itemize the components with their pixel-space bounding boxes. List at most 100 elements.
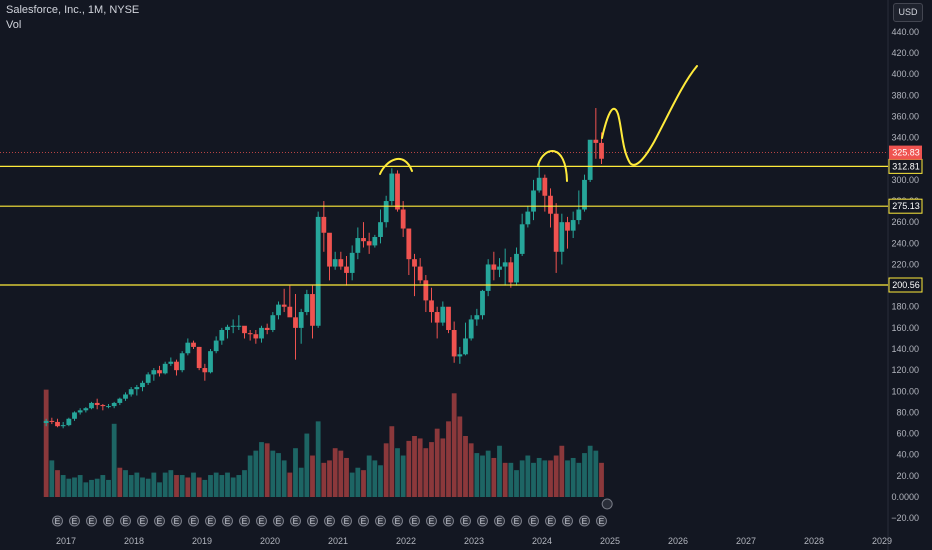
candle (548, 195, 553, 214)
freehand-drawing[interactable] (601, 65, 698, 166)
candle (151, 370, 157, 375)
volume-bar (253, 450, 259, 497)
earnings-icon-letter: E (412, 516, 418, 526)
volume-bar (185, 477, 191, 497)
x-tick-label: 2021 (328, 536, 348, 546)
y-tick-label: 80.00 (896, 407, 919, 417)
x-tick-label: 2017 (56, 536, 76, 546)
volume-bar (457, 416, 463, 497)
candle (298, 312, 304, 328)
candle (508, 262, 514, 283)
volume-bar (72, 477, 77, 497)
volume-bar (49, 460, 55, 497)
volume-bar (463, 436, 468, 497)
candle (582, 179, 587, 210)
volume-bar (174, 475, 179, 497)
volume-bar (536, 457, 542, 497)
earnings-icon-letter: E (446, 516, 452, 526)
level-price-label (888, 277, 923, 293)
y-tick-label: 440.00 (891, 27, 919, 37)
x-tick-label: 2020 (260, 536, 280, 546)
earnings-icon-letter: E (242, 516, 248, 526)
earnings-icon-letter: E (191, 516, 197, 526)
volume-bar (83, 482, 89, 497)
y-tick-label: 0.0000 (891, 492, 919, 502)
earnings-icon-letter: E (106, 516, 112, 526)
candle (332, 259, 338, 267)
earnings-icon (358, 515, 369, 527)
earnings-icon (562, 515, 573, 527)
x-tick-label: 2018 (124, 536, 144, 546)
volume-bar (179, 475, 185, 497)
volume-bar (168, 470, 174, 497)
x-tick-label: 2026 (668, 536, 688, 546)
candle (491, 264, 497, 270)
volume-bar (236, 475, 242, 497)
earnings-icon-letter: E (157, 516, 163, 526)
earnings-icon (443, 515, 454, 527)
volume-bar (287, 472, 293, 497)
earnings-icon (205, 515, 216, 527)
candle (72, 412, 77, 419)
volume-bar (145, 478, 151, 497)
volume-bar (491, 457, 497, 497)
candle (570, 220, 576, 231)
earnings-icon (341, 515, 352, 527)
currency-button[interactable]: USD (893, 3, 923, 22)
earnings-icon (494, 515, 505, 527)
candle (366, 241, 372, 246)
y-tick-label: 360.00 (891, 111, 919, 121)
earnings-icon (596, 515, 607, 527)
volume-bar (264, 443, 270, 497)
earnings-icon-letter: E (89, 516, 95, 526)
y-tick-label: 340.00 (891, 133, 919, 143)
volume-bar (151, 472, 157, 497)
volume-bar (361, 470, 366, 497)
volume-bar (77, 475, 83, 497)
volume-bar (327, 460, 332, 497)
y-tick-label: 140.00 (891, 344, 919, 354)
volume-bar (321, 462, 327, 497)
candle (321, 216, 327, 233)
volume-bar (429, 442, 434, 497)
volume-bar (423, 448, 429, 497)
candle (531, 190, 536, 212)
freehand-drawing[interactable] (537, 150, 568, 182)
candle (106, 406, 111, 408)
candle (559, 222, 565, 252)
candle (111, 402, 117, 407)
candle (344, 266, 349, 273)
earnings-icon-letter: E (310, 516, 316, 526)
volume-bar (310, 455, 315, 497)
candle (565, 222, 570, 231)
earnings-icon (137, 515, 148, 527)
volume-bar (225, 472, 230, 497)
candle (519, 224, 525, 254)
candle (55, 421, 60, 427)
freehand-drawing[interactable] (379, 158, 413, 175)
level-price-text: 312.81 (892, 161, 920, 171)
candle (525, 211, 531, 225)
volume-bar (378, 465, 383, 497)
x-tick-label: 2023 (464, 536, 484, 546)
candle (451, 329, 457, 357)
candle (463, 338, 468, 355)
volume-bar (315, 421, 321, 497)
volume-bar (338, 450, 344, 497)
earnings-icon-letter: E (208, 516, 214, 526)
earnings-icon-letter: E (123, 516, 129, 526)
volume-bar (94, 478, 100, 497)
earnings-icon (69, 515, 80, 527)
y-tick-label: 240.00 (891, 238, 919, 248)
volume-bar (582, 453, 587, 497)
x-tick-label: 2027 (736, 536, 756, 546)
volume-bar (276, 453, 281, 497)
earnings-icon (103, 515, 114, 527)
earnings-icon-letter: E (140, 516, 146, 526)
candle (134, 387, 140, 390)
volume-bar (372, 460, 378, 497)
candle (253, 334, 259, 339)
x-tick-label: 2024 (532, 536, 552, 546)
